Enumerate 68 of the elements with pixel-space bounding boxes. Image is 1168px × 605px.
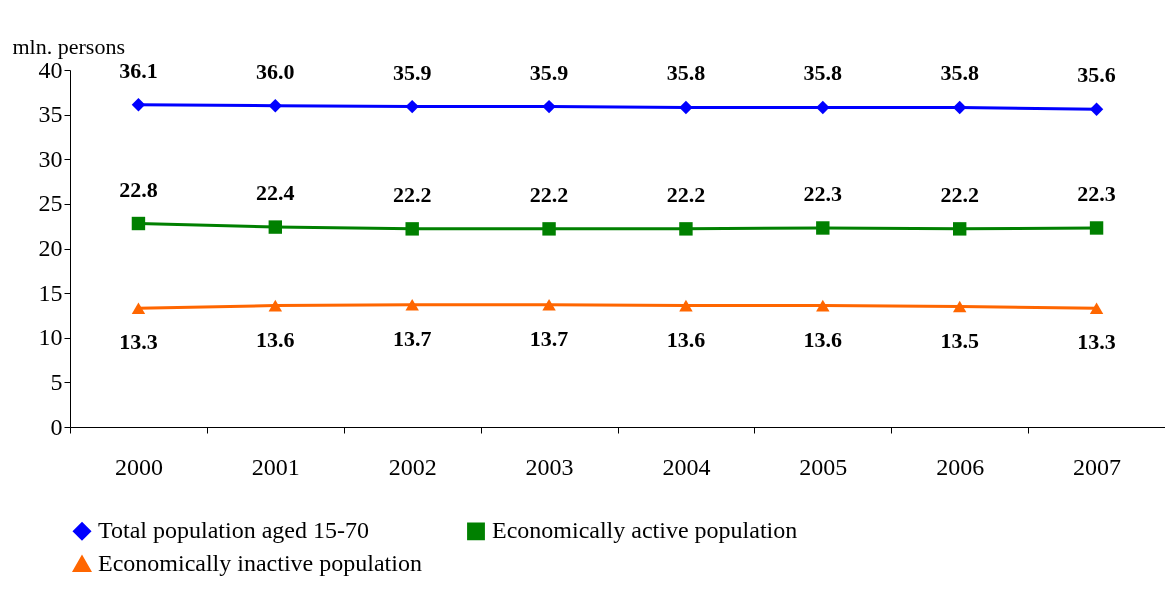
point (405, 298, 419, 311)
x-tick-label: 2004 (662, 453, 711, 480)
data-label: 13.3 (119, 329, 158, 355)
point (952, 300, 967, 313)
x-tick-label: 2003 (525, 453, 574, 480)
x-tick-label: 2007 (1073, 453, 1122, 480)
point (131, 216, 146, 231)
x-tick-label: 2001 (251, 453, 300, 480)
x-tick-label: 2000 (114, 453, 163, 480)
point (268, 299, 283, 312)
y-tick-label: 15 (38, 279, 63, 306)
point (952, 222, 967, 236)
data-label: 35.8 (940, 60, 979, 86)
data-label: 22.2 (940, 181, 979, 207)
data-label: 36.0 (256, 58, 295, 84)
y-tick-label: 20 (38, 235, 63, 261)
point (816, 299, 830, 312)
data-label: 35.9 (392, 59, 432, 85)
data-label: 13.6 (803, 326, 843, 352)
data-label: 35.6 (1077, 62, 1116, 88)
x-tick-label: 2005 (799, 453, 848, 480)
point (1089, 302, 1104, 315)
point (679, 222, 693, 236)
point (679, 100, 693, 115)
data-label: 36.1 (119, 57, 158, 83)
legend-label: Economically inactive population (98, 550, 422, 576)
data-label: 13.7 (392, 325, 432, 351)
y-tick-label: 30 (38, 145, 63, 172)
data-label: 13.6 (666, 326, 706, 352)
point (816, 100, 830, 115)
point (131, 302, 146, 315)
data-label: 22.2 (666, 181, 706, 207)
point (1089, 221, 1104, 235)
x-tick-label: 2002 (388, 453, 437, 480)
data-label: 35.9 (529, 59, 569, 85)
data-label: 13.3 (1077, 329, 1116, 355)
data-label: 22.4 (256, 180, 295, 206)
point (268, 98, 283, 113)
point (542, 99, 556, 114)
y-tick-label: 10 (38, 324, 63, 351)
point (542, 298, 556, 311)
data-label: 13.5 (940, 327, 979, 353)
point (405, 222, 419, 236)
data-label: 35.8 (803, 60, 843, 86)
point (542, 222, 556, 236)
point (268, 220, 283, 234)
data-label: 22.3 (803, 180, 843, 206)
point (816, 221, 830, 235)
y-tick-label: 35 (38, 101, 63, 128)
y-tick-label: 0 (50, 413, 63, 440)
data-label: 22.2 (392, 181, 432, 207)
y-tick-label: 5 (50, 368, 63, 395)
data-label: 22.3 (1077, 180, 1116, 206)
y-axis-title: mln. persons (12, 33, 125, 59)
point (405, 99, 419, 114)
x-tick-label: 2006 (936, 453, 985, 480)
data-label: 13.7 (529, 325, 569, 351)
y-tick-label: 25 (38, 190, 63, 217)
data-label: 22.2 (529, 181, 569, 207)
data-label: 13.6 (256, 326, 295, 352)
legend-label: Total population aged 15-70 (98, 517, 369, 544)
point (1089, 102, 1104, 116)
point (679, 299, 693, 312)
point (131, 98, 146, 112)
data-label: 35.8 (666, 60, 706, 86)
point (952, 100, 967, 115)
data-label: 22.8 (119, 176, 158, 202)
legend-label: Economically active population (492, 517, 798, 544)
